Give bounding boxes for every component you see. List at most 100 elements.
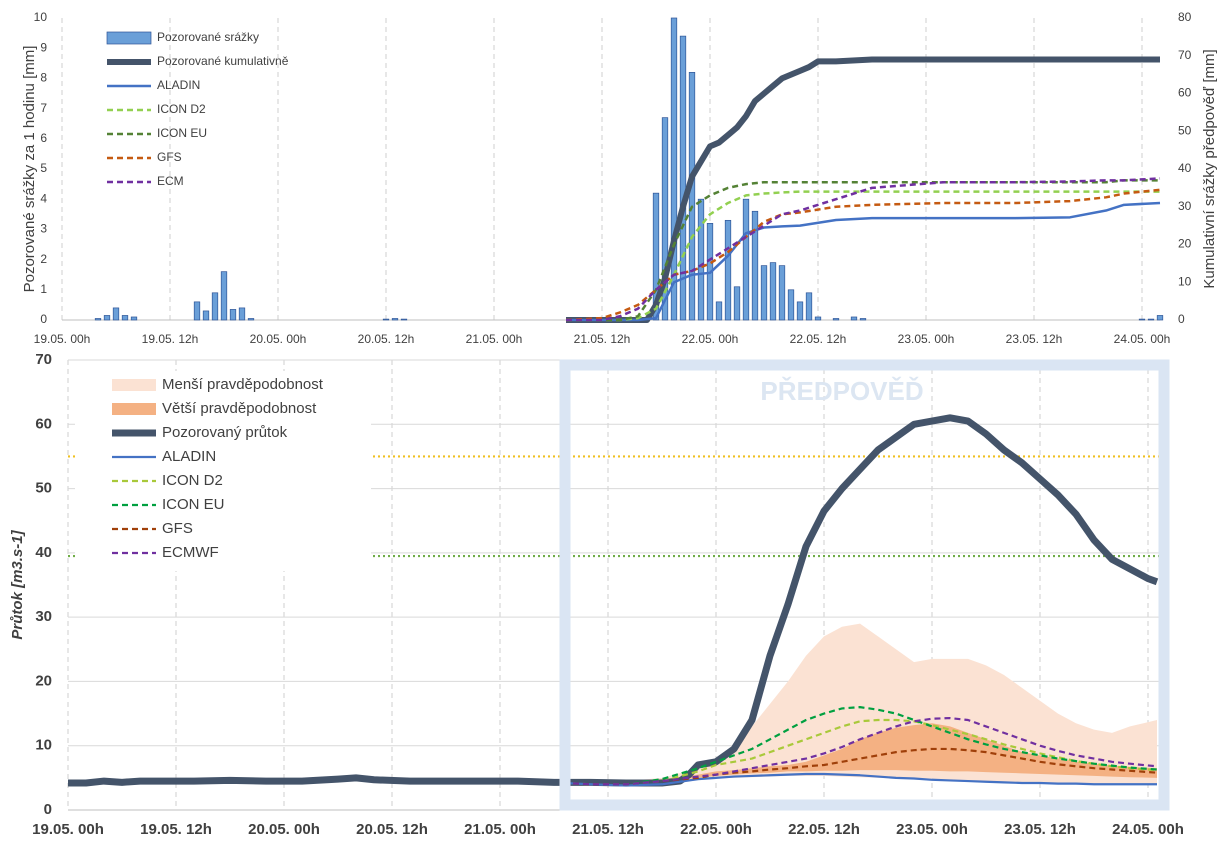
precipitation-bar [760,265,768,321]
precipitation-bar [814,316,822,321]
precipitation-bar [94,318,102,321]
precipitation-bar [850,316,858,321]
legend-swatch [112,403,156,415]
x-tick-label: 20.05. 00h [250,332,307,346]
y-tick-label: 4 [40,191,47,205]
legend-label: ICON EU [162,496,225,513]
x-tick-label: 22.05. 00h [682,332,739,346]
y2-tick-label: 0 [1178,312,1185,326]
legend-label: Pozorované kumulativně [157,54,289,68]
y-tick-label: 0 [44,801,52,818]
x-tick-label: 23.05. 00h [898,332,955,346]
x-tick-label: 24.05. 00h [1114,332,1171,346]
series-line [562,718,1158,786]
series-line [562,772,1157,787]
y-tick-label: 40 [35,544,52,561]
legend-label: ALADIN [162,448,216,465]
precipitation-bar [247,318,255,321]
precipitation-bar [679,35,687,321]
precipitation-bar [715,301,723,321]
precipitation-bar [103,315,111,321]
legend-label: Pozorované srážky [157,30,259,44]
precipitation-bar [769,262,777,321]
y-tick-label: 0 [40,312,47,326]
y-tick-label: 5 [40,161,47,175]
x-tick-label: 21.05. 12h [574,332,631,346]
x-tick-label: 23.05. 00h [896,821,968,838]
precipitation-bar [229,309,237,321]
series-line [566,177,1161,322]
y-tick-label: 60 [35,415,52,432]
probability-band [563,623,1157,786]
annotation: PŘEDPOVĚĎ [760,376,923,406]
precipitation-bar [742,198,750,321]
x-tick-label: 23.05. 12h [1006,332,1063,346]
legend-label: Pozorovaný průtok [162,424,288,441]
legend-label: Menší pravděpodobnost [162,376,324,393]
series-line [566,56,1160,323]
y-tick-label: 30 [35,608,52,625]
precipitation-bar [832,318,840,321]
y-axis-label: Pozorované srážky za 1 hodinu [mm] [21,46,38,293]
precipitation-bar [1156,315,1164,321]
precipitation-bar [220,271,228,321]
series-line [562,706,1158,786]
precipitation-bar [778,265,786,321]
precipitation-bar [238,307,246,321]
x-tick-label: 19.05. 12h [140,821,212,838]
series-line [566,201,1161,322]
y2-tick-label: 10 [1178,274,1192,288]
x-tick-label: 20.05. 00h [248,821,320,838]
precipitation-bar [733,286,741,321]
x-tick-label: 21.05. 00h [464,821,536,838]
y2-tick-label: 50 [1178,123,1192,137]
y2-tick-label: 70 [1178,48,1192,62]
series-line [566,190,1160,322]
y-tick-label: 20 [35,672,52,689]
legend-label: GFS [162,520,193,537]
precipitation-bar [751,210,759,321]
series-line [68,414,1159,787]
precipitation-bar [796,301,804,321]
precipitation-bar [652,192,660,321]
x-tick-label: 19.05. 12h [142,332,199,346]
y-tick-label: 70 [35,351,52,368]
precipitation-bar [193,301,201,321]
x-tick-label: 22.05. 12h [790,332,847,346]
legend-label: ECM [157,174,184,188]
x-tick-label: 20.05. 12h [356,821,428,838]
precipitation-bar [112,307,120,321]
x-tick-label: 21.05. 00h [466,332,523,346]
legend-swatch [106,31,152,45]
precipitation-bar [130,316,138,321]
precipitation-bar [1147,318,1155,321]
precipitation-bar [688,72,696,321]
y-tick-label: 9 [40,40,47,54]
precipitation-bar [661,117,669,321]
precipitation-bar [787,289,795,321]
forecast-frame [559,359,1170,811]
precipitation-bar [859,318,867,321]
legend-label: Větší pravděpodobnost [162,400,317,417]
y-tick-label: 2 [40,252,47,266]
x-tick-label: 20.05. 12h [358,332,415,346]
series-line [562,716,1158,786]
precipitation-bar [391,318,399,321]
probability-band [563,723,1157,784]
precipitation-bar [1138,318,1146,321]
x-tick-label: 23.05. 12h [1004,821,1076,838]
y2-tick-label: 60 [1178,86,1192,100]
y-tick-label: 6 [40,131,47,145]
x-tick-label: 21.05. 12h [572,821,644,838]
y-tick-label: 7 [40,101,47,115]
y-tick-label: 8 [40,71,47,85]
x-tick-label: 19.05. 00h [34,332,91,346]
y-tick-label: 1 [40,282,47,296]
legend-label: ICON D2 [162,472,223,489]
x-tick-label: 22.05. 12h [788,821,860,838]
y-tick-label: 50 [35,480,52,497]
x-tick-label: 22.05. 00h [680,821,752,838]
legend-label: ECMWF [162,544,219,561]
y2-tick-label: 30 [1178,199,1192,213]
x-tick-label: 19.05. 00h [32,821,104,838]
